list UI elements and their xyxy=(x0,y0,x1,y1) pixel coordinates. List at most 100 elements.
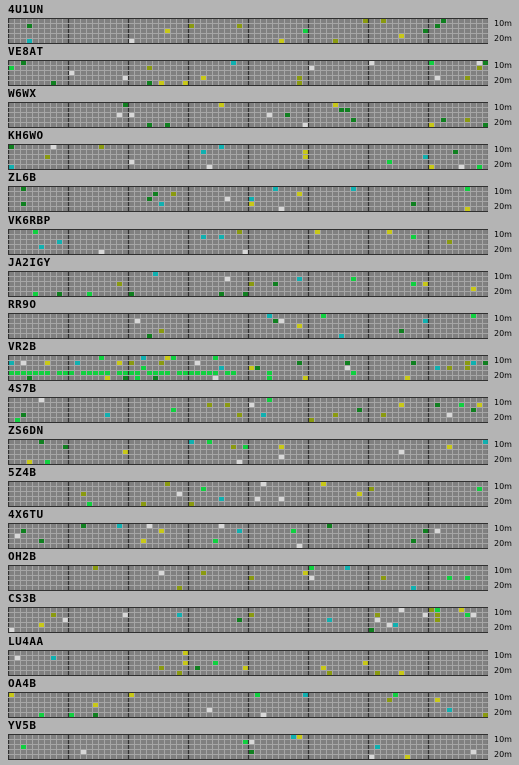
spot-cell xyxy=(447,576,452,581)
spot-cell xyxy=(363,19,368,23)
spot-cell xyxy=(279,318,284,323)
spot-cell xyxy=(177,670,182,675)
band-hour-grid xyxy=(8,312,488,339)
spot-cell xyxy=(237,229,242,234)
spot-cell xyxy=(267,397,272,402)
spot-cell xyxy=(63,445,68,449)
band-label-bottom: 20m xyxy=(494,497,512,507)
spot-cell xyxy=(117,524,122,529)
spot-cell xyxy=(327,670,332,675)
spot-cell xyxy=(105,370,110,375)
spot-cell xyxy=(297,360,302,365)
spot-cell xyxy=(129,39,134,43)
spot-cell xyxy=(153,192,158,197)
spot-cell xyxy=(39,370,44,375)
spot-cell xyxy=(351,118,356,123)
spot-cell xyxy=(447,445,452,449)
spot-cell xyxy=(237,24,242,28)
spot-cell xyxy=(105,375,110,380)
spot-cell xyxy=(285,113,290,118)
spot-cell xyxy=(27,39,32,43)
spot-cell xyxy=(369,754,374,759)
spot-cell xyxy=(261,712,266,717)
band-hour-grid xyxy=(8,733,488,760)
spot-cell xyxy=(51,613,56,618)
spot-cell xyxy=(171,192,176,197)
spot-cell xyxy=(147,524,152,529)
spot-cell xyxy=(177,370,182,375)
spot-cell xyxy=(273,187,278,192)
station-callsign: OA4B xyxy=(8,676,37,690)
spot-cell xyxy=(33,291,38,296)
spot-cell xyxy=(219,145,224,150)
band-label-bottom: 20m xyxy=(494,34,512,43)
spot-cell xyxy=(93,712,98,717)
spot-cell xyxy=(165,355,170,360)
spot-cell xyxy=(267,370,272,375)
spot-cell xyxy=(123,613,128,618)
band-hour-grid xyxy=(8,354,488,381)
spot-cell xyxy=(39,623,44,628)
spot-cell xyxy=(105,412,110,417)
band-label-top: 10m xyxy=(494,313,512,323)
spot-cell xyxy=(309,417,314,422)
spot-cell xyxy=(15,655,20,660)
spot-cell xyxy=(387,229,392,234)
station-row: 4S7B 10m 20m xyxy=(0,382,519,425)
spot-cell xyxy=(69,712,74,717)
spot-cell xyxy=(303,571,308,576)
spot-cell xyxy=(297,192,302,197)
spot-cell xyxy=(297,276,302,281)
spot-cell xyxy=(345,365,350,370)
spot-cell xyxy=(39,440,44,444)
spot-cell xyxy=(471,360,476,365)
spot-cell xyxy=(423,29,428,33)
spot-cell xyxy=(9,370,14,375)
spot-cell xyxy=(309,66,314,71)
spot-cell xyxy=(213,355,218,360)
spot-cell xyxy=(279,39,284,43)
spot-cell xyxy=(45,460,50,464)
spot-cell xyxy=(459,608,464,613)
spot-cell xyxy=(51,655,56,660)
spot-cell xyxy=(297,323,302,328)
spot-cell xyxy=(297,76,302,81)
spot-cell xyxy=(453,150,458,155)
spot-cell xyxy=(147,81,152,86)
station-callsign: VE8AT xyxy=(8,45,44,59)
spot-cell xyxy=(303,692,308,697)
spot-cell xyxy=(9,628,14,633)
spot-cell xyxy=(477,165,482,170)
spot-cell xyxy=(465,118,470,123)
spot-cell xyxy=(45,370,50,375)
spot-cell xyxy=(15,370,20,375)
spot-cell xyxy=(201,487,206,492)
spot-cell xyxy=(291,734,296,739)
spot-cell xyxy=(249,739,254,744)
spot-cell xyxy=(435,613,440,618)
band-label-bottom: 20m xyxy=(494,623,512,633)
spot-cell xyxy=(303,29,308,33)
spot-cell xyxy=(315,229,320,234)
spot-cell xyxy=(27,460,32,464)
spot-cell xyxy=(219,234,224,239)
station-row: LU4AA 10m 20m xyxy=(0,635,519,678)
spot-cell xyxy=(249,197,254,202)
spot-cell xyxy=(279,445,284,449)
station-row: RR9O 10m 20m xyxy=(0,298,519,341)
spot-cell xyxy=(423,281,428,286)
spot-cell xyxy=(291,529,296,534)
spot-cell xyxy=(279,497,284,502)
spot-cell xyxy=(459,402,464,407)
spot-cell xyxy=(81,524,86,529)
spot-cell xyxy=(447,365,452,370)
station-callsign: VK6RBP xyxy=(8,213,51,227)
spot-cell xyxy=(249,576,254,581)
spot-cell xyxy=(75,360,80,365)
spot-cell xyxy=(207,402,212,407)
spot-cell xyxy=(171,355,176,360)
spot-cell xyxy=(303,150,308,155)
band-hour-grid xyxy=(8,18,488,44)
grid-canvas xyxy=(8,60,488,87)
spot-cell xyxy=(465,207,470,212)
